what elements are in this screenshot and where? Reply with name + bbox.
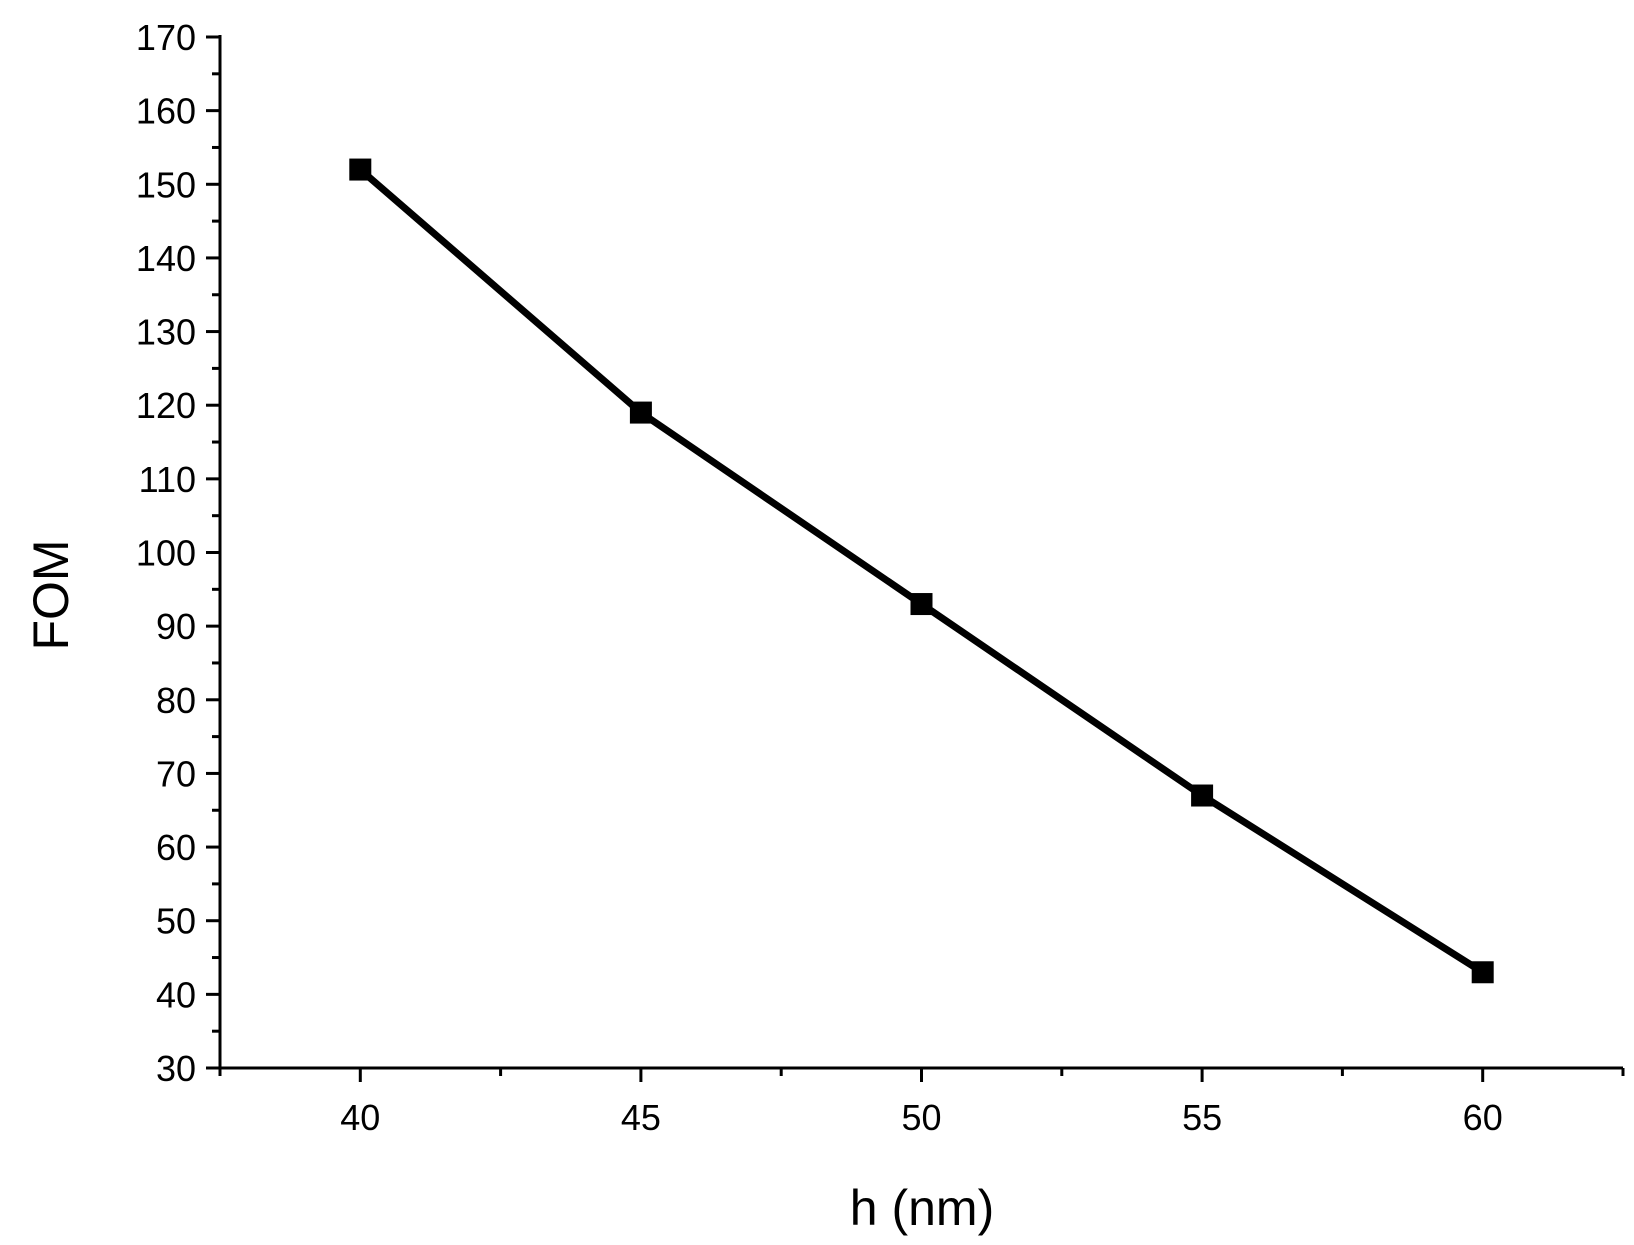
y-tick-label: 160: [136, 91, 196, 132]
y-tick-label: 80: [156, 680, 196, 721]
data-point-marker: [910, 593, 933, 616]
y-tick-label: 120: [136, 385, 196, 426]
y-tick-label: 60: [156, 827, 196, 868]
series-line: [358, 166, 1485, 976]
x-tick-label: 40: [340, 1097, 380, 1138]
y-tick-label: 90: [156, 606, 196, 647]
data-point-marker: [629, 401, 652, 424]
x-axis-ticks: 40 45 50 55 60: [218, 1068, 1625, 1138]
x-axis-title: h (nm): [850, 1180, 994, 1236]
y-tick-label: 150: [136, 164, 196, 205]
y-axis-title: FOM: [23, 539, 79, 650]
x-tick-label: 50: [901, 1097, 941, 1138]
y-tick-label: 70: [156, 753, 196, 794]
axes: [218, 35, 1623, 1070]
data-point-marker: [1471, 961, 1494, 984]
data-point-marker: [1191, 784, 1214, 807]
y-tick-label: 30: [156, 1048, 196, 1089]
y-tick-label: 110: [139, 459, 196, 500]
y-tick-label: 100: [136, 533, 196, 574]
x-tick-label: 55: [1182, 1097, 1222, 1138]
y-tick-label: 40: [156, 974, 196, 1015]
series-group: [349, 158, 1494, 984]
y-tick-label: 170: [136, 17, 196, 58]
y-tick-label: 130: [136, 312, 196, 353]
y-tick-label: 140: [136, 238, 196, 279]
y-tick-label: 50: [156, 901, 196, 942]
data-point-marker: [349, 158, 372, 181]
x-tick-label: 45: [621, 1097, 661, 1138]
y-axis-ticks: 30 40 50 60 70 80 90 100 110 120 130 140 150 160 170: [136, 17, 220, 1089]
x-tick-label: 60: [1463, 1097, 1503, 1138]
